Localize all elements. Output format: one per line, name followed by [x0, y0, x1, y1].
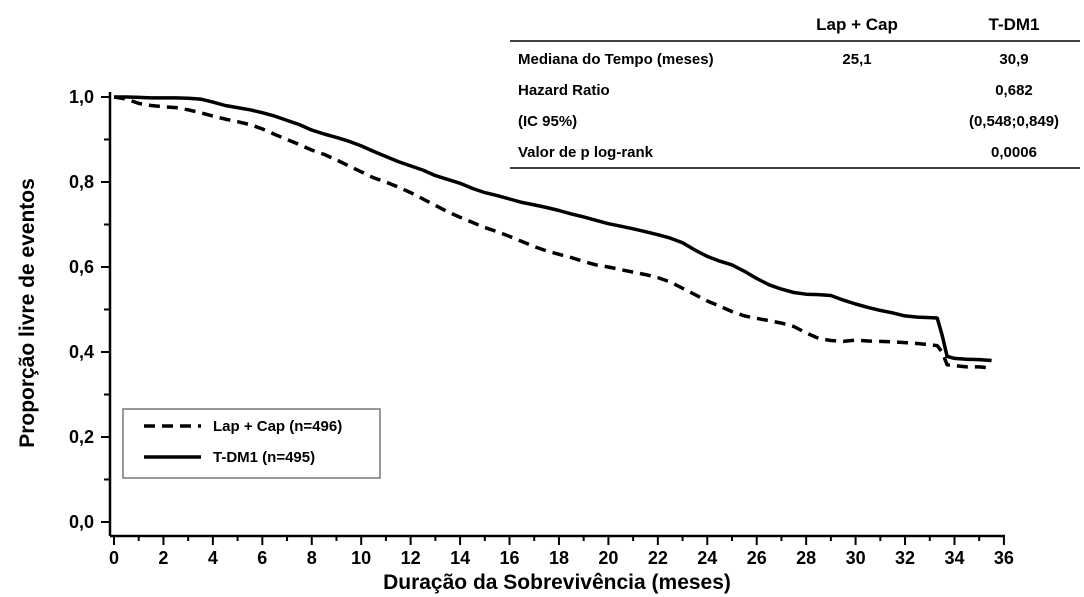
table-row-label: (IC 95%) — [518, 113, 577, 130]
x-tick-label: 0 — [109, 548, 119, 568]
series-line-tdm1 — [114, 95, 992, 363]
x-tick-label: 10 — [351, 548, 371, 568]
y-tick-label: 0,6 — [69, 257, 94, 277]
x-tick-label: 22 — [648, 548, 668, 568]
table-row-label: Mediana do Tempo (meses) — [518, 51, 714, 68]
y-tick-label: 1,0 — [69, 87, 94, 107]
y-ticks: 0,0 0,2 0,4 0,6 0,8 1,0 — [69, 87, 110, 532]
legend-box — [122, 408, 381, 479]
y-tick-label: 0,0 — [69, 512, 94, 532]
legend-label-tdm1: T-DM1 (n=495) — [213, 449, 315, 466]
x-tick-label: 28 — [796, 548, 816, 568]
table-cell-tdm1: 0,0006 — [991, 144, 1037, 161]
legend: Lap + Cap (n=496) T-DM1 (n=495) — [122, 408, 381, 479]
stats-table: Lap + Cap T-DM1 Mediana do Tempo (meses) 25… — [510, 15, 1080, 169]
series-layer — [113, 95, 992, 370]
legend-label-lap-cap: Lap + Cap (n=496) — [213, 418, 342, 435]
y-tick-label: 0,4 — [69, 342, 94, 362]
table-row-label: Valor de p log-rank — [518, 144, 654, 161]
x-tick-label: 36 — [994, 548, 1014, 568]
x-tick-label: 2 — [158, 548, 168, 568]
x-tick-label: 18 — [549, 548, 569, 568]
x-tick-label: 12 — [401, 548, 421, 568]
table-header-lap-cap: Lap + Cap — [816, 15, 898, 34]
x-tick-label: 20 — [598, 548, 618, 568]
x-tick-label: 32 — [895, 548, 915, 568]
y-tick-label: 0,2 — [69, 427, 94, 447]
table-cell-tdm1: (0,548;0,849) — [969, 113, 1059, 130]
x-tick-label: 24 — [697, 548, 717, 568]
y-tick-label: 0,8 — [69, 172, 94, 192]
x-tick-label: 8 — [307, 548, 317, 568]
x-tick-label: 6 — [257, 548, 267, 568]
y-axis-title: Proporção livre de eventos — [16, 178, 39, 448]
x-tick-label: 26 — [747, 548, 767, 568]
series-line-lap-cap — [113, 95, 992, 370]
x-tick-label: 34 — [944, 548, 964, 568]
x-tick-label: 14 — [450, 548, 470, 568]
x-ticks: 0 2 4 6 8 10 12 14 16 18 20 22 24 26 28 30 32 34 36 — [109, 536, 1014, 568]
x-tick-label: 16 — [500, 548, 520, 568]
table-header-tdm1: T-DM1 — [989, 15, 1040, 34]
table-cell-lap-cap: 25,1 — [842, 51, 871, 68]
table-cell-tdm1: 0,682 — [995, 82, 1033, 99]
x-tick-label: 4 — [208, 548, 218, 568]
table-row-label: Hazard Ratio — [518, 82, 610, 99]
table-cell-tdm1: 30,9 — [999, 51, 1028, 68]
x-axis-title: Duração da Sobrevivência (meses) — [383, 571, 731, 594]
x-tick-label: 30 — [846, 548, 866, 568]
